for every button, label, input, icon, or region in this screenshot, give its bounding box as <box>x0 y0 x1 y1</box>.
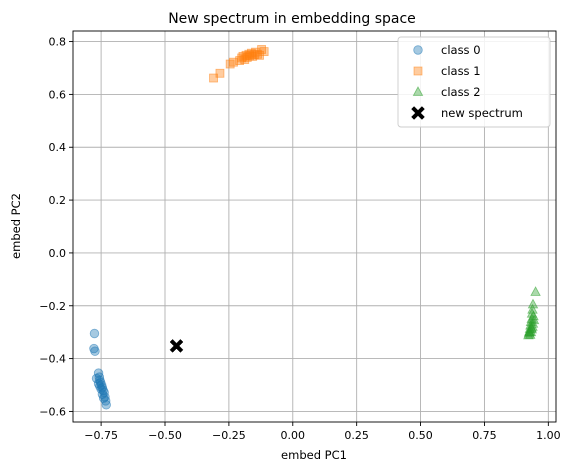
chart-title: New spectrum in embedding space <box>168 11 416 27</box>
plot-frame <box>72 30 557 423</box>
x-tick-label: 0.75 <box>472 429 497 442</box>
class-2-point <box>523 329 534 340</box>
class-0-point <box>90 346 100 356</box>
y-tick-label: 0.2 <box>49 194 67 207</box>
legend-marker-new-spectrum <box>411 106 425 120</box>
x-tick-label: 1.00 <box>536 429 561 442</box>
y-tick-label: 0.8 <box>49 36 67 49</box>
class-2-point <box>527 298 539 309</box>
legend-box <box>397 36 551 128</box>
new-spectrum-point <box>169 339 184 353</box>
y-tick-label: 0.4 <box>49 141 67 154</box>
data-points <box>89 45 541 410</box>
class-1-point <box>209 73 218 83</box>
x-tick-label: −0.50 <box>148 429 182 442</box>
class-2-point <box>526 322 537 333</box>
class-1-point <box>215 68 225 78</box>
x-tick-label: −0.25 <box>212 429 246 442</box>
x-axis: −0.75 −0.50 −0.25 0.00 0.25 0.50 0.75 1.00 <box>84 422 561 442</box>
legend-label-class-1: class 1 <box>441 64 481 78</box>
x-tick-label: 0.00 <box>281 429 306 442</box>
legend-marker-class-1 <box>413 66 423 76</box>
legend: class 0 class 1 class 2 new spectrum <box>397 36 551 128</box>
class-0-point <box>89 328 100 339</box>
class-1-point <box>250 50 259 60</box>
y-axis: −0.6 −0.4 −0.2 0.0 0.2 0.4 0.6 0.8 <box>39 36 73 418</box>
legend-label-class-0: class 0 <box>441 43 481 57</box>
x-axis-label: embed PC1 <box>281 448 347 462</box>
y-tick-label: −0.4 <box>39 353 66 366</box>
y-tick-label: 0.6 <box>49 88 67 101</box>
x-tick-label: 0.25 <box>344 429 369 442</box>
legend-label-class-2: class 2 <box>441 85 481 99</box>
class-1-point <box>225 59 235 69</box>
class-1-point <box>257 45 267 54</box>
x-tick-label: −0.75 <box>84 429 118 442</box>
class-0-point <box>101 400 111 410</box>
x-tick-label: 0.50 <box>408 429 433 442</box>
y-tick-label: 0.0 <box>49 247 67 260</box>
y-axis-label: embed PC2 <box>9 193 23 259</box>
class-1-point <box>259 47 269 57</box>
y-tick-label: −0.6 <box>39 405 66 418</box>
legend-marker-class-2 <box>412 86 424 96</box>
legend-label-new-spectrum: new spectrum <box>441 106 523 120</box>
class-2-point <box>530 286 541 296</box>
legend-marker-class-0 <box>413 45 423 55</box>
y-tick-label: −0.2 <box>39 300 66 313</box>
